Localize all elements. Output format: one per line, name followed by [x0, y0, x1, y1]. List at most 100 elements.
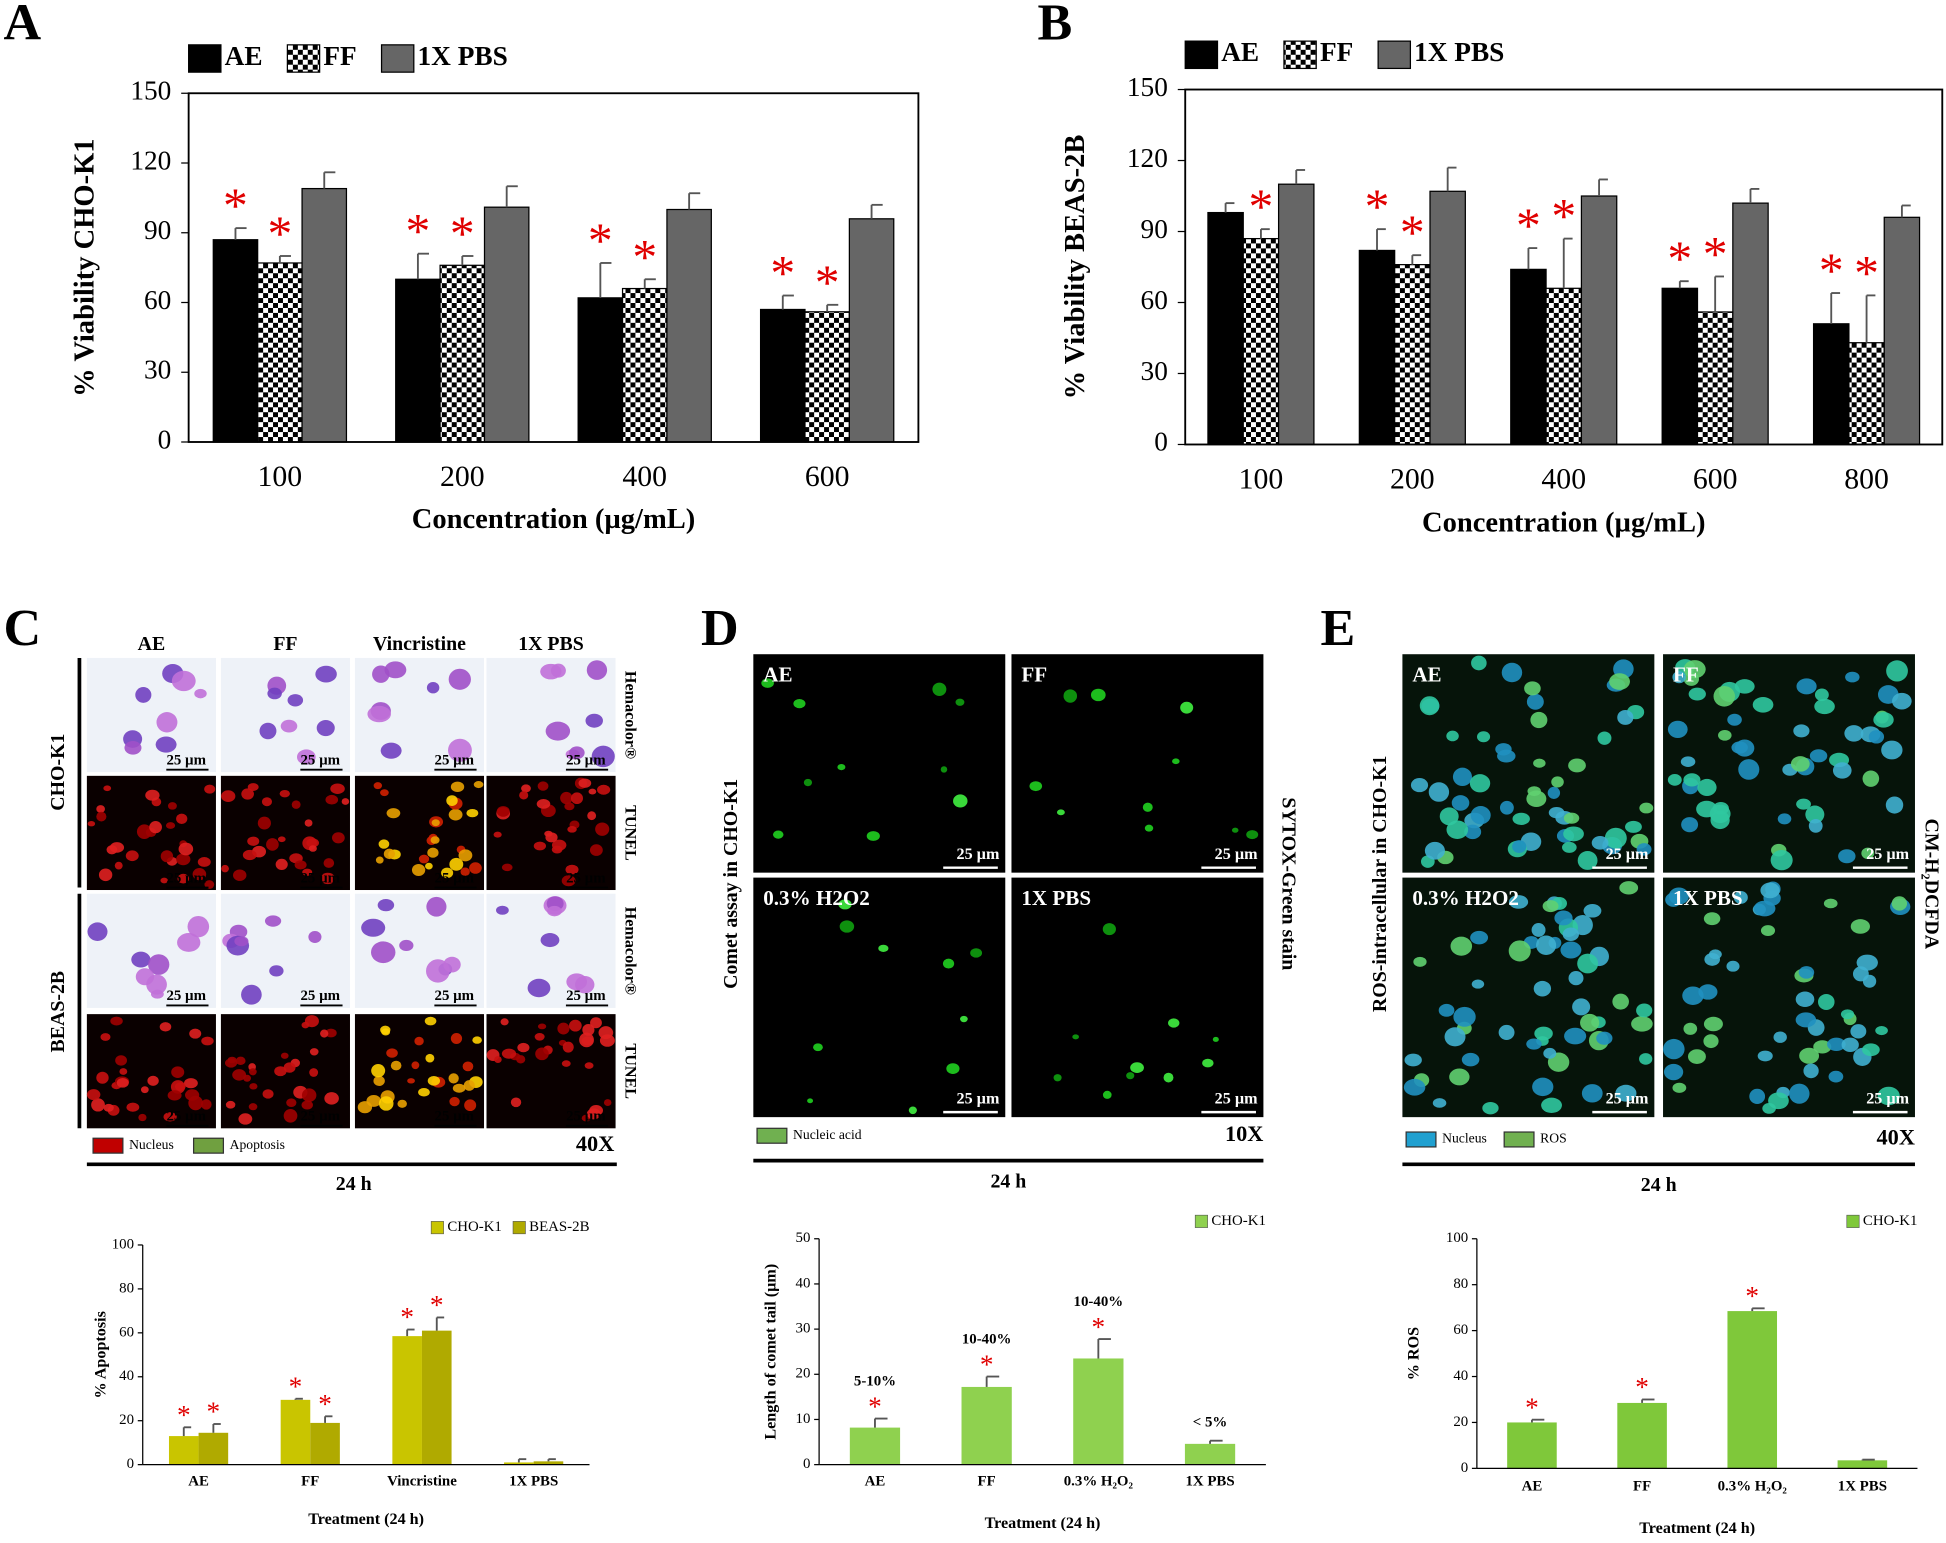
cell — [1805, 805, 1825, 824]
cell — [527, 978, 551, 998]
micrograph — [354, 657, 485, 773]
cell — [274, 1066, 287, 1077]
cell — [301, 1100, 313, 1110]
error-bar — [688, 192, 701, 210]
cell — [243, 1074, 251, 1082]
cell — [331, 832, 345, 844]
scale-bar-label: 25 µm — [566, 1109, 606, 1125]
significance-star: * — [318, 1389, 332, 1419]
side-label: Comet assay in CHO-K1 — [720, 779, 742, 989]
cell — [562, 1041, 574, 1053]
panel-letter: B — [1038, 0, 1073, 51]
time-label: 24 h — [336, 1173, 372, 1195]
cell — [1609, 673, 1630, 690]
cell — [1144, 824, 1154, 832]
y-tick-label: 40 — [119, 1368, 134, 1384]
scale-bar-label: 25 µm — [166, 870, 206, 886]
bar — [621, 287, 668, 443]
cell — [380, 742, 402, 759]
cell — [294, 860, 307, 870]
legend-label: AE — [225, 41, 263, 71]
micrograph — [220, 893, 350, 1008]
cell — [772, 830, 784, 839]
cell — [1432, 1098, 1447, 1108]
cell — [1547, 786, 1561, 799]
cell — [1683, 1022, 1698, 1035]
x-tick-label: 1X PBS — [509, 1473, 558, 1489]
bar — [1510, 268, 1547, 446]
cell — [1130, 1062, 1144, 1073]
cell — [378, 839, 390, 849]
micrograph — [220, 775, 350, 891]
cell — [262, 1089, 274, 1099]
cell — [138, 1113, 147, 1122]
cell — [449, 857, 464, 871]
cell — [1444, 1027, 1466, 1047]
bar — [310, 1422, 340, 1465]
cell — [279, 789, 290, 798]
cell — [1438, 1003, 1455, 1017]
cell — [1712, 802, 1729, 815]
cell — [569, 746, 585, 760]
cell — [386, 808, 401, 819]
scale-bar-label: 25 µm — [300, 752, 340, 768]
cell — [1696, 800, 1718, 818]
cell — [373, 1075, 385, 1087]
legend-label: Apoptosis — [230, 1137, 285, 1152]
cell — [1726, 960, 1740, 972]
y-tick-label: 150 — [1127, 72, 1168, 102]
cell — [427, 847, 439, 858]
cell — [145, 789, 160, 801]
scale-bar-label: 25 µm — [166, 752, 206, 768]
y-tick-label: 0 — [1461, 1460, 1468, 1476]
cell — [878, 944, 889, 952]
cell — [496, 905, 509, 915]
bar — [395, 278, 441, 443]
significance-star: * — [1635, 1372, 1649, 1402]
cell — [1799, 1047, 1820, 1064]
cell — [1612, 993, 1629, 1010]
cell — [1542, 900, 1559, 913]
cell — [1560, 941, 1582, 959]
cell — [1703, 912, 1721, 926]
cell — [1875, 1026, 1888, 1036]
cell — [286, 1098, 297, 1108]
cell — [1501, 662, 1523, 683]
significance-star: * — [1400, 205, 1425, 260]
cell — [1577, 953, 1599, 974]
cell — [1733, 891, 1748, 904]
legend-label: CHO-K1 — [1211, 1213, 1266, 1229]
cell — [431, 819, 440, 827]
cell — [560, 791, 573, 805]
error-bar — [505, 185, 518, 208]
cell — [427, 1075, 441, 1086]
cell — [472, 1036, 482, 1044]
cell — [1892, 692, 1912, 710]
side-label: ROS-intracellular in CHO-K1 — [1369, 756, 1391, 1013]
cell — [1524, 681, 1541, 696]
cell — [301, 1021, 310, 1029]
y-tick-label: 0 — [803, 1456, 810, 1472]
column-header: AE — [138, 633, 166, 655]
x-tick-label: 400 — [622, 460, 667, 493]
cell — [466, 808, 479, 818]
cell — [1056, 809, 1065, 816]
cell — [1163, 1072, 1174, 1083]
row-label: BEAS-2B — [47, 971, 69, 1053]
cell — [458, 849, 473, 862]
cell — [1703, 1034, 1719, 1049]
bar — [212, 239, 259, 443]
cell — [165, 822, 176, 829]
cell — [178, 842, 194, 856]
micrograph — [86, 893, 216, 1008]
cell — [1667, 773, 1682, 786]
x-axis-label: Treatment (24 h) — [985, 1515, 1101, 1532]
cell — [1631, 1016, 1653, 1032]
cell — [183, 1078, 198, 1089]
y-tick-label: 0 — [1154, 427, 1168, 457]
cell — [1768, 1092, 1789, 1110]
cell — [544, 830, 553, 837]
legend-swatch — [512, 1221, 526, 1235]
error-bar — [1446, 166, 1457, 192]
cell — [197, 857, 211, 867]
